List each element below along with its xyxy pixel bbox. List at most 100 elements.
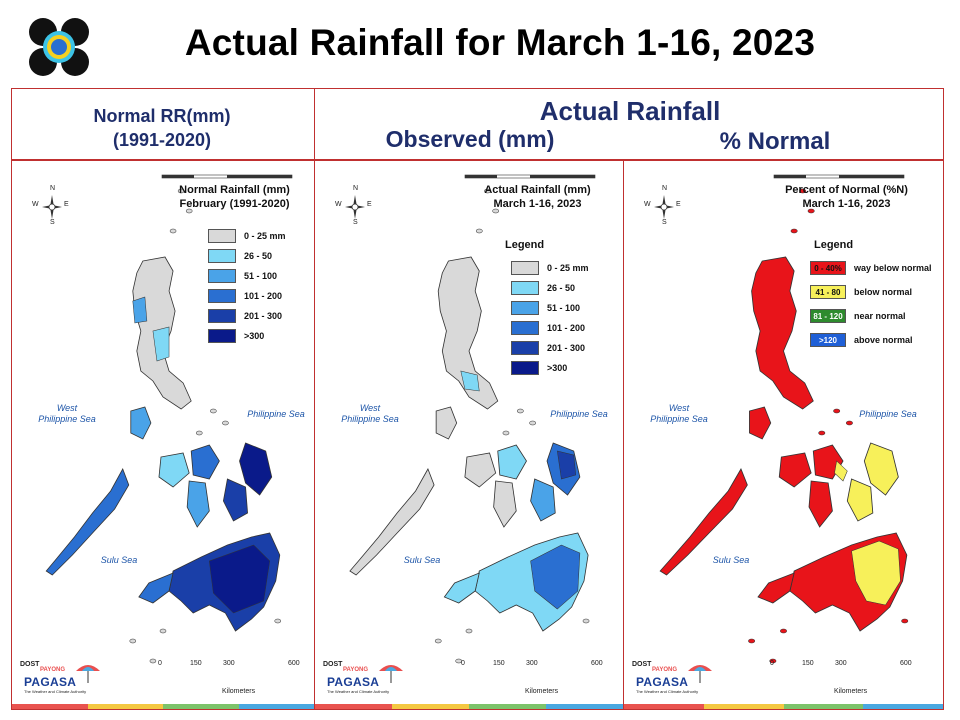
legend-label: >300 bbox=[547, 363, 568, 373]
strip-segment bbox=[469, 704, 546, 709]
west-philippine-sea-label: West Philippine Sea bbox=[644, 403, 714, 425]
island-mindoro bbox=[435, 406, 458, 440]
scale-tick-label: 300 bbox=[526, 660, 538, 667]
islet bbox=[901, 618, 909, 624]
legend-item: 0 - 25 mm bbox=[511, 261, 589, 275]
legend-label: 201 - 300 bbox=[244, 311, 283, 321]
islet bbox=[818, 430, 826, 436]
islet bbox=[129, 638, 137, 644]
scale-unit-label: Kilometers bbox=[834, 688, 868, 695]
scale-tick-label: 300 bbox=[223, 660, 235, 667]
island-panay bbox=[778, 452, 812, 488]
legend-item: 0 - 40% way below normal bbox=[810, 261, 932, 275]
islet bbox=[529, 420, 536, 426]
legend-item: 51 - 100 bbox=[511, 301, 580, 315]
legend-item: 101 - 200 bbox=[208, 289, 282, 303]
legend-swatch bbox=[208, 249, 236, 263]
legend-label: way below normal bbox=[854, 263, 932, 273]
rainfall-zone-1 bbox=[556, 450, 577, 480]
strip-segment bbox=[624, 704, 704, 709]
rainfall-zone-1 bbox=[209, 544, 270, 614]
strip-segment bbox=[863, 704, 943, 709]
color-strip bbox=[315, 704, 623, 709]
percent-normal-map-panel: Percent of Normal (%N) March 1-16, 2023 N E… bbox=[623, 160, 944, 710]
philippines-map bbox=[659, 188, 909, 664]
islet bbox=[210, 408, 217, 414]
legend-label: 101 - 200 bbox=[547, 323, 586, 333]
islet bbox=[790, 228, 798, 234]
strip-segment bbox=[238, 704, 314, 709]
header-normal-label: Normal RR(mm) (1991-2020) bbox=[11, 104, 313, 152]
compass-rose-icon bbox=[650, 189, 678, 229]
legend-item: 101 - 200 bbox=[511, 321, 585, 335]
panel-title-line2: March 1-16, 2023 bbox=[493, 198, 582, 210]
islet bbox=[492, 208, 500, 214]
legend-item: 26 - 50 bbox=[511, 281, 575, 295]
pagasa-brand-logo: DOST PAYONG PAGASA The Weather and Climate … bbox=[16, 661, 104, 695]
island-panay bbox=[158, 452, 190, 488]
color-strip bbox=[12, 704, 314, 709]
island-palawan bbox=[349, 468, 435, 576]
compass-n-label: N bbox=[662, 185, 668, 192]
header-percent-label: % Normal bbox=[719, 128, 831, 155]
legend-label: 51 - 100 bbox=[547, 303, 581, 313]
island-luzon bbox=[751, 256, 814, 410]
legend-swatch bbox=[511, 321, 539, 335]
sulu-sea-label: Sulu Sea bbox=[100, 555, 138, 565]
islet bbox=[274, 618, 282, 624]
legend-item: 201 - 300 bbox=[208, 309, 282, 323]
pagasa-brand-logo: DOST PAYONG PAGASA The Weather and Climate … bbox=[628, 661, 716, 695]
strip-segment bbox=[163, 704, 239, 709]
philippines-map bbox=[349, 188, 590, 664]
islet bbox=[484, 188, 491, 194]
west-sea-line2: Philippine Sea bbox=[650, 414, 708, 424]
islet bbox=[516, 408, 524, 414]
legend-swatch bbox=[208, 229, 236, 243]
scale-tick-label: 150 bbox=[493, 660, 505, 667]
legend-item: 51 - 100 bbox=[208, 269, 277, 283]
dost-label: DOST bbox=[632, 661, 652, 668]
pagasa-tagline: The Weather and Climate Authority bbox=[24, 689, 87, 694]
legend-swatch bbox=[208, 329, 236, 343]
islet bbox=[185, 208, 193, 214]
strip-segment bbox=[12, 704, 88, 709]
island-leyte bbox=[846, 478, 874, 522]
rainfall-zone-2 bbox=[132, 296, 148, 324]
pagasa-tagline: The Weather and Climate Authority bbox=[327, 689, 390, 694]
west-sea-line1: West bbox=[359, 403, 381, 413]
scale-bar bbox=[161, 174, 293, 179]
compass-e-label: E bbox=[367, 201, 372, 208]
islet bbox=[195, 430, 203, 436]
islet bbox=[475, 228, 483, 234]
legend-label: below normal bbox=[854, 287, 913, 297]
compass-n-label: N bbox=[353, 185, 359, 192]
legend-item: 41 - 80 below normal bbox=[810, 285, 912, 299]
compass-s-label: S bbox=[353, 219, 358, 226]
islet bbox=[780, 628, 787, 634]
sulu-sea-label: Sulu Sea bbox=[403, 555, 441, 565]
islet bbox=[807, 208, 815, 214]
legend-item: >300 bbox=[208, 329, 264, 343]
pagasa-label: PAGASA bbox=[327, 675, 380, 689]
scale-bar bbox=[773, 174, 905, 179]
legend-swatch bbox=[511, 301, 539, 315]
scale-tick-label: 0 bbox=[461, 660, 465, 667]
compass-w-label: W bbox=[335, 201, 342, 208]
philippine-sea-label: Philippine Sea bbox=[550, 409, 608, 419]
scale-tick-label: 300 bbox=[835, 660, 847, 667]
actual-rainfall-map-panel: Actual Rainfall (mm) March 1-16, 2023 N E S W… bbox=[314, 160, 624, 710]
scale-unit-label: Kilometers bbox=[525, 688, 559, 695]
page-title: Actual Rainfall for March 1-16, 2023 bbox=[184, 22, 816, 63]
header-actual-label: Actual Rainfall bbox=[539, 96, 721, 126]
legend-item: 81 - 120 near normal bbox=[810, 309, 906, 323]
legend-swatch: 81 - 120 bbox=[810, 309, 846, 323]
legend-label: 201 - 300 bbox=[547, 343, 586, 353]
compass-w-label: W bbox=[32, 201, 39, 208]
strip-segment bbox=[87, 704, 163, 709]
islet bbox=[455, 658, 463, 664]
strip-segment bbox=[315, 704, 392, 709]
panel-title-line1: Percent of Normal (%N) bbox=[785, 184, 908, 196]
legend-swatch bbox=[208, 269, 236, 283]
scale-tick-label: 600 bbox=[900, 660, 912, 667]
pagasa-label: PAGASA bbox=[24, 675, 77, 689]
